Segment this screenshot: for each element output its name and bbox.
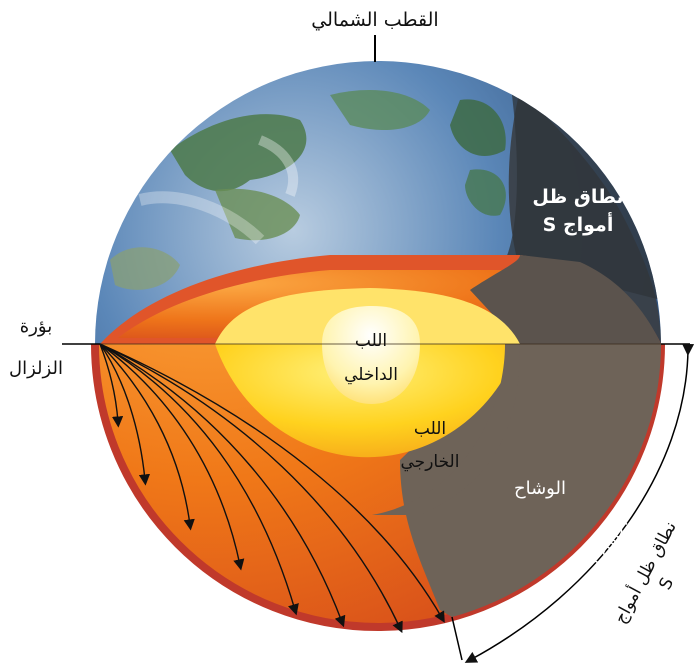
inner-core-label-line2: الداخلي [344, 365, 398, 385]
north-pole-label: القطب الشمالي [311, 9, 438, 31]
focus-label-line1: بؤرة [20, 316, 52, 337]
s-wave-ray-paths [99, 343, 445, 634]
ray-path [99, 343, 445, 623]
ray-path [99, 343, 195, 531]
focus-label-line2: الزلزال [9, 358, 63, 379]
shadow-zone-tick-bottom [451, 616, 463, 661]
ray-path [99, 343, 124, 428]
ray-path [99, 343, 403, 634]
shadow-zone-arc-label-line2: S [655, 574, 678, 593]
ray-path [99, 343, 151, 486]
outer-core-label-line2: الخارجي [401, 452, 460, 472]
mantle-label: الوشاح [514, 478, 566, 499]
shadow-zone-top-label-line1: نطاق ظل [532, 186, 623, 208]
shadow-zone-top-label-line2: أمواج S [543, 212, 614, 236]
ray-path [99, 343, 299, 616]
shadow-zone-arc [464, 343, 695, 663]
ray-path [99, 343, 245, 571]
outer-core-label-line1: اللب [414, 419, 446, 439]
ray-path [99, 343, 346, 628]
inner-core-label-line1: اللب [355, 331, 387, 351]
inner-core [322, 306, 420, 404]
